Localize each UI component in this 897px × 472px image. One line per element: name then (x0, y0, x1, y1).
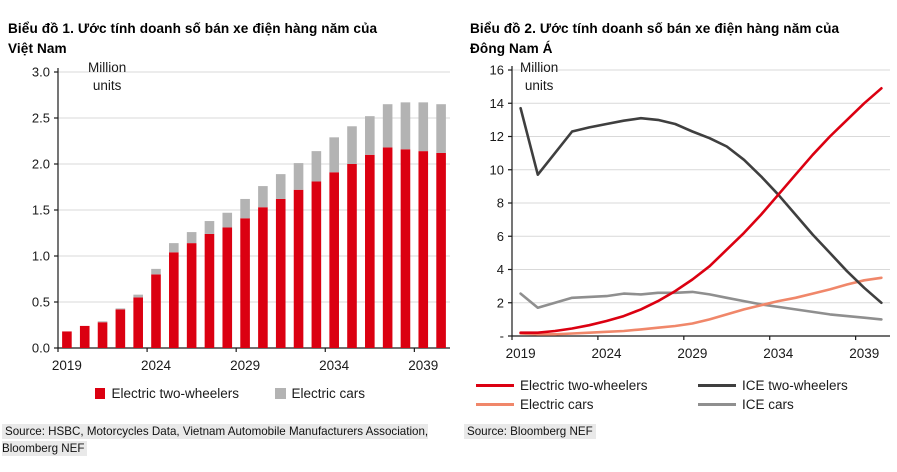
svg-text:2029: 2029 (677, 346, 707, 361)
svg-text:2034: 2034 (319, 358, 350, 373)
svg-text:2024: 2024 (141, 358, 172, 373)
svg-text:2034: 2034 (763, 346, 794, 361)
legend-line-icon (476, 384, 514, 387)
svg-text:3.0: 3.0 (32, 65, 50, 80)
chart2-panel: Biểu đồ 2. Ước tính doanh số bán xe điện… (462, 0, 897, 472)
svg-text:2039: 2039 (408, 358, 438, 373)
chart2-plot-area: 16 14 12 10 8 6 4 2 -2019 2024 2029 2034 2039 (490, 63, 890, 361)
chart1-unit-label: Million units (88, 60, 127, 94)
legend-label: ICE two-wheelers (742, 378, 848, 393)
chart2-title: Biểu đồ 2. Ước tính doanh số bán xe điện… (470, 20, 840, 56)
chart2-unit-label: Million units (520, 60, 559, 94)
svg-text:1.0: 1.0 (32, 249, 50, 264)
svg-text:10: 10 (490, 162, 504, 177)
legend-item-electric-cars: Electric cars (275, 386, 365, 401)
legend-line-icon (476, 403, 514, 406)
svg-text:2019: 2019 (52, 358, 82, 373)
legend-square-icon (94, 388, 106, 399)
legend-line-icon (698, 403, 736, 406)
svg-text:2.5: 2.5 (32, 111, 50, 126)
svg-text:12: 12 (490, 129, 504, 144)
svg-text:2: 2 (497, 295, 504, 310)
svg-text:8: 8 (497, 196, 504, 211)
legend-label: Electric cars (520, 397, 594, 412)
chart1-source-text: Source: HSBC, Motorcycles Data, Vietnam … (2, 424, 429, 456)
svg-text:1.5: 1.5 (32, 203, 50, 218)
legend-item-electric-cars: Electric cars (476, 397, 698, 412)
svg-text:6: 6 (497, 229, 504, 244)
svg-text:0.0: 0.0 (32, 341, 50, 356)
legend-label: ICE cars (742, 397, 794, 412)
legend-label: Electric cars (291, 386, 366, 401)
chart1-legend: Electric two-wheelers Electric cars (0, 386, 460, 401)
svg-text:16: 16 (490, 63, 504, 78)
svg-text:-: - (500, 329, 504, 344)
chart1-panel: Biểu đồ 1. Ước tính doanh số bán xe điện… (0, 20, 460, 458)
svg-text:14: 14 (490, 96, 504, 111)
legend-label: Electric two-wheelers (520, 378, 648, 393)
legend-item-ice-two-wheelers: ICE two-wheelers (698, 378, 897, 393)
svg-text:2029: 2029 (230, 358, 260, 373)
chart1-title: Biểu đồ 1. Ước tính doanh số bán xe điện… (8, 20, 378, 56)
svg-text:2039: 2039 (849, 346, 879, 361)
svg-text:2.0: 2.0 (32, 157, 50, 172)
chart2-source-text: Source: Bloomberg NEF (464, 424, 596, 439)
svg-text:4: 4 (497, 262, 504, 277)
legend-item-electric-two-wheelers: Electric two-wheelers (476, 378, 698, 393)
legend-square-icon (275, 388, 286, 399)
legend-item-electric-two-wheelers: Electric two-wheelers (94, 386, 240, 401)
chart2-source: Source: Bloomberg NEF (464, 424, 897, 441)
svg-text:2019: 2019 (506, 346, 536, 361)
chart2-legend: Electric two-wheelers ICE two-wheelers Ele… (462, 378, 897, 412)
legend-label: Electric two-wheelers (111, 386, 240, 401)
svg-text:2024: 2024 (591, 346, 622, 361)
legend-item-ice-cars: ICE cars (698, 397, 897, 412)
chart1-source: Source: HSBC, Motorcycles Data, Vietnam … (2, 424, 460, 458)
legend-line-icon (698, 384, 736, 387)
svg-text:0.5: 0.5 (32, 295, 50, 310)
